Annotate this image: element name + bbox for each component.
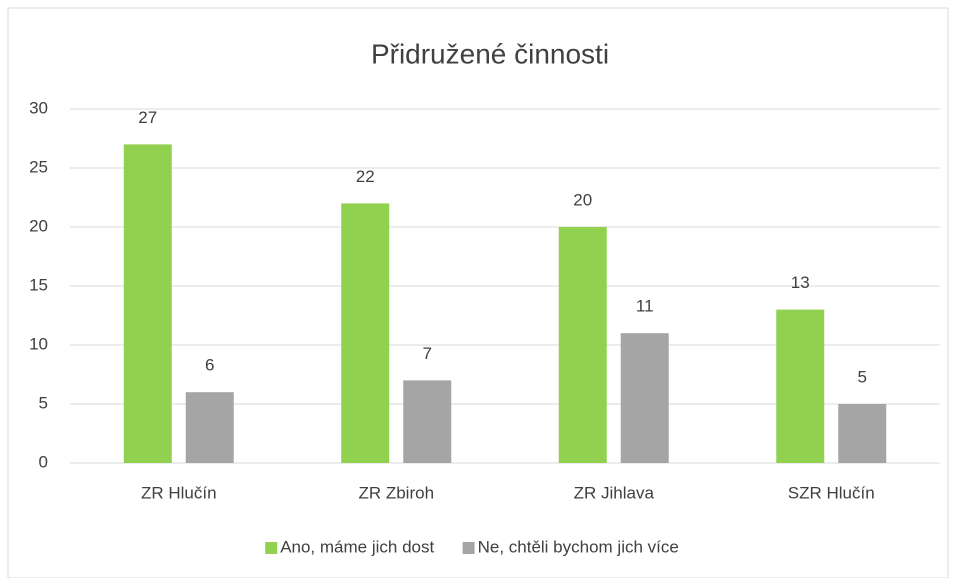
- bar: [620, 333, 669, 463]
- bar: [776, 309, 825, 463]
- legend-swatch: [265, 542, 278, 554]
- bar: [558, 227, 607, 463]
- legend-label: Ano, máme jich dost: [280, 537, 434, 556]
- legend-swatch: [462, 542, 475, 554]
- y-tick-label: 25: [29, 157, 48, 176]
- x-tick-label: ZR Zbiroh: [358, 483, 434, 502]
- data-label: 7: [423, 344, 432, 363]
- y-tick-label: 30: [29, 98, 48, 117]
- data-label: 6: [205, 356, 214, 375]
- bar: [403, 380, 452, 463]
- bar: [838, 404, 887, 463]
- legend-label: Ne, chtěli bychom jich více: [478, 537, 679, 556]
- x-tick-label: SZR Hlučín: [788, 483, 875, 502]
- x-tick-label: ZR Hlučín: [141, 483, 217, 502]
- y-tick-label: 10: [29, 334, 48, 353]
- y-tick-label: 15: [29, 275, 48, 294]
- data-label: 20: [573, 190, 592, 209]
- x-tick-label: ZR Jihlava: [574, 483, 655, 502]
- y-tick-label: 20: [29, 216, 48, 235]
- y-tick-label: 0: [39, 452, 48, 471]
- data-label: 22: [356, 167, 375, 186]
- data-label: 13: [791, 273, 810, 292]
- data-label: 5: [858, 367, 867, 386]
- data-label: 27: [138, 108, 157, 127]
- bar: [341, 203, 390, 463]
- y-tick-label: 5: [39, 393, 48, 412]
- bar: [185, 392, 234, 463]
- bar: [123, 144, 172, 463]
- data-label: 11: [636, 297, 654, 316]
- chart-title: Přidružené činnosti: [371, 38, 609, 69]
